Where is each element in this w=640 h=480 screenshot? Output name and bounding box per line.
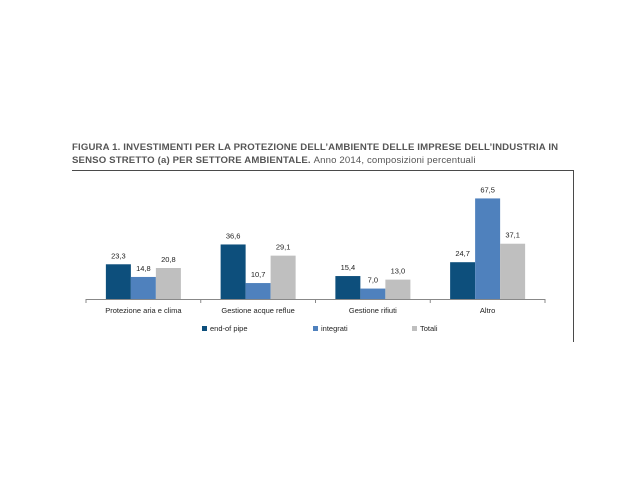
legend-label-2: integrati xyxy=(321,324,348,333)
x-tick-label: Altro xyxy=(480,306,495,315)
frame-rule xyxy=(573,170,574,342)
chart-subtitle: Anno 2014, composizioni percentuali xyxy=(313,155,476,166)
legend-swatch-2 xyxy=(313,326,318,331)
bar-end-of-pipe-1 xyxy=(105,264,131,299)
data-label: 15,4 xyxy=(341,263,356,272)
legend-label-1: end-of pipe xyxy=(210,324,248,333)
data-label: 13,0 xyxy=(391,267,406,276)
data-label: 67,5 xyxy=(480,185,495,194)
title-rule xyxy=(72,170,573,171)
data-label: 20,8 xyxy=(161,255,176,264)
data-label: 29,1 xyxy=(276,243,291,252)
bar-totali-1 xyxy=(155,268,181,299)
chart-title-bold: FIGURA 1. INVESTIMENTI PER LA PROTEZIONE… xyxy=(72,142,559,166)
bar-end-of-pipe-2 xyxy=(220,244,246,299)
legend-label-3: Totali xyxy=(420,324,438,333)
data-label: 10,7 xyxy=(251,270,266,279)
axis-layer xyxy=(85,299,546,303)
chart-title: FIGURA 1. INVESTIMENTI PER LA PROTEZIONE… xyxy=(72,141,577,167)
bar-integrati-3 xyxy=(360,288,386,299)
legend-swatch-1 xyxy=(202,326,207,331)
bars-layer xyxy=(105,198,526,299)
data-label: 24,7 xyxy=(455,249,470,258)
data-label: 14,8 xyxy=(136,264,151,273)
x-tick-label: Gestione acque reflue xyxy=(221,306,294,315)
data-label: 7,0 xyxy=(368,276,378,285)
bar-end-of-pipe-4 xyxy=(450,262,476,299)
bar-integrati-2 xyxy=(245,283,271,299)
legend-layer: end-of pipe integrati Totali xyxy=(202,324,438,333)
bar-totali-4 xyxy=(500,243,526,299)
data-label: 37,1 xyxy=(505,231,520,240)
bar-integrati-4 xyxy=(475,198,501,299)
bar-integrati-1 xyxy=(130,276,156,299)
labels-layer: 23,3 14,8 20,8 Protezione aria e clima 36,6 1… xyxy=(105,185,520,315)
data-label: 36,6 xyxy=(226,231,241,240)
bar-totali-3 xyxy=(385,279,411,299)
x-tick-label: Protezione aria e clima xyxy=(105,306,182,315)
bar-end-of-pipe-3 xyxy=(335,276,361,299)
data-label: 23,3 xyxy=(111,251,126,260)
legend-swatch-3 xyxy=(412,326,417,331)
x-tick-label: Gestione rifiuti xyxy=(349,306,397,315)
bar-totali-2 xyxy=(270,255,296,299)
